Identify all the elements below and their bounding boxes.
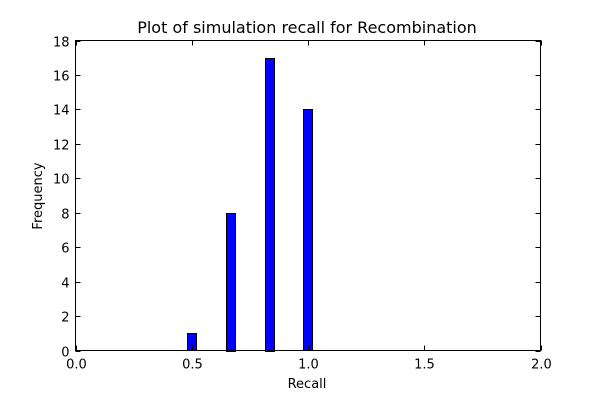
x-tick-label-2: 1.0 (298, 358, 319, 373)
y-tick-label-3: 6 (61, 242, 69, 257)
bar-2 (265, 58, 275, 352)
bars-group (187, 58, 313, 352)
y-axis-ticks: 0 2 4 6 8 10 12 14 16 18 (53, 36, 541, 361)
y-tick-label-4: 8 (61, 208, 69, 223)
y-tick-label-8: 16 (53, 70, 70, 85)
y-axis-label: Frequency (31, 162, 46, 229)
x-tick-label-1: 0.5 (182, 358, 203, 373)
chart-title: Plot of simulation recall for Recombinat… (137, 18, 477, 37)
y-tick-label-1: 2 (61, 311, 69, 326)
bar-3 (303, 109, 313, 351)
y-tick-label-7: 14 (53, 104, 70, 119)
y-tick-label-9: 18 (53, 36, 70, 51)
y-tick-label-6: 12 (53, 139, 70, 154)
x-tick-label-0: 0.0 (66, 358, 87, 373)
x-axis-ticks: 0.0 0.5 1.0 1.5 2.0 (66, 40, 552, 373)
y-tick-label-0: 0 (61, 346, 69, 361)
x-axis-label: Recall (288, 377, 327, 392)
y-tick-label-5: 10 (53, 173, 70, 188)
x-tick-label-4: 2.0 (531, 358, 552, 373)
x-tick-label-3: 1.5 (414, 358, 435, 373)
bar-1 (226, 213, 236, 352)
y-tick-label-2: 4 (61, 277, 69, 292)
